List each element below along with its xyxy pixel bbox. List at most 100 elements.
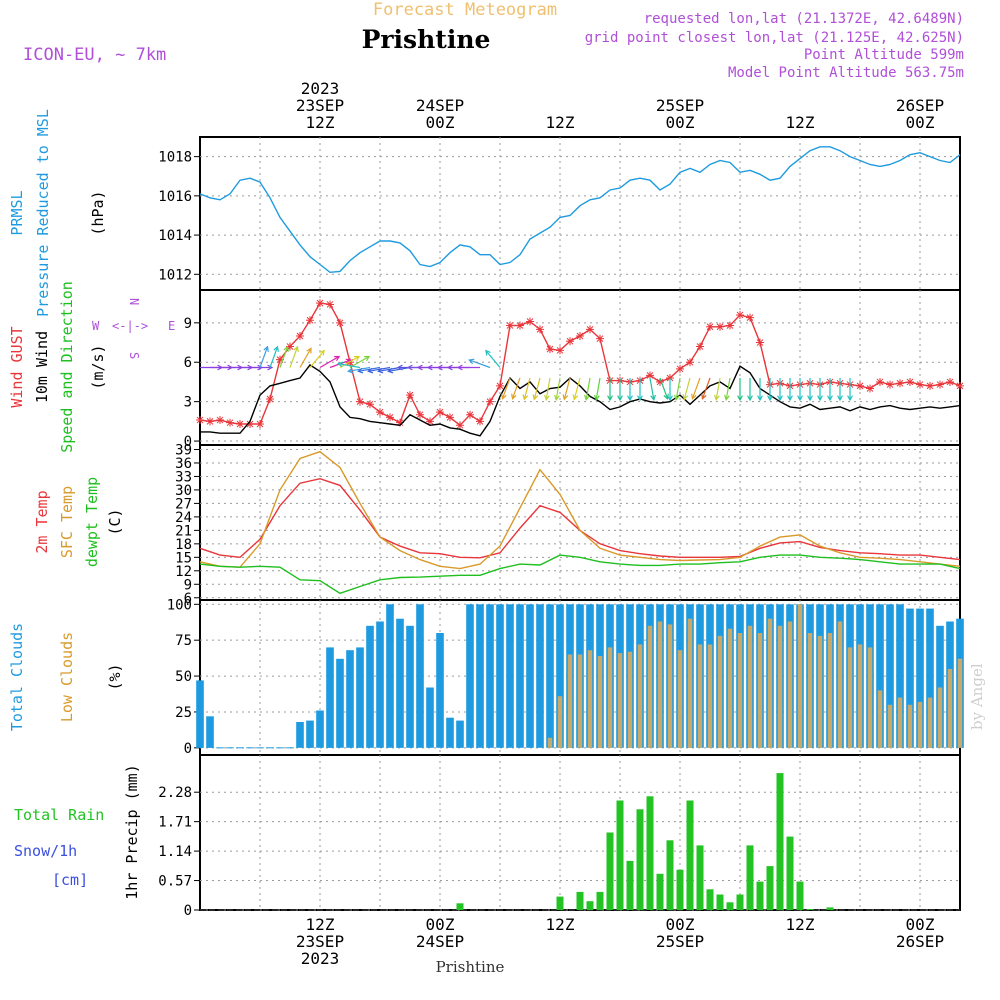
wind-arrow-head [347,367,354,374]
total-clouds-bar [516,604,524,748]
wind-direction-arrow [299,348,312,368]
wind-direction-arrow [358,366,381,372]
series-line-2m-temp [199,477,961,561]
time-label-top: 00Z [906,113,935,132]
ytick-label: 6 [184,355,192,371]
wind-direction-arrow [585,377,591,400]
gust-point-marker [376,408,384,417]
gust-point-marker [446,413,454,422]
rain-bar [796,881,804,910]
total-clouds-bar [356,647,364,748]
low-clouds-bar [857,644,863,748]
total-clouds-bar [306,720,314,748]
wind-direction-arrow [289,346,299,368]
gust-point-marker [736,310,744,319]
panel-label: dewpt Temp [83,477,101,567]
low-clouds-bar [647,625,653,748]
gust-point-marker [756,338,764,347]
wind-arrow-head [367,367,374,374]
gust-point-marker [526,317,534,326]
time-label-bottom: 00Z [426,915,455,934]
gust-point-marker [476,417,484,426]
total-clouds-bar [526,604,534,748]
wind-direction-arrow [675,377,681,400]
time-label-bottom: 12Z [306,915,335,934]
rain-bar [626,860,634,910]
rain-bar [656,873,664,910]
wind-arrow-head [607,395,613,402]
ytick-label: 12 [175,564,192,580]
panel-label: Total Clouds [8,623,26,731]
rain-bar [736,894,744,910]
wind-arrow-head [767,395,773,402]
ytick-label: 1.14 [158,844,192,860]
ytick-label: 9 [184,577,192,593]
panel-frame-temperature [199,444,961,601]
wind-arrow-head [747,395,753,402]
gust-point-marker [486,397,494,406]
ytick-label: 33 [175,469,192,485]
time-label-top: 2023 [301,79,340,98]
gust-point-marker [646,371,654,380]
ytick-label: 25 [175,705,192,721]
panel-label: Speed and Direction [58,281,76,453]
ytick-label: 39 [175,442,192,458]
gust-point-marker [246,419,254,428]
low-clouds-bar [577,654,583,748]
compass-arrow: <-|-> [112,319,148,333]
wind-arrow-head [436,364,443,371]
panel-unit: (m/s) [89,344,107,389]
wind-arrow-head [544,394,550,401]
gust-point-marker [676,364,684,373]
time-label-bottom: 12Z [786,915,815,934]
low-clouds-bar [547,737,553,748]
series-line-wind-gust [199,302,961,427]
wind-arrow-head [650,394,656,401]
wind-arrow-head [357,367,364,374]
low-clouds-bar [767,618,773,748]
total-clouds-bar [346,650,354,748]
ytick-label: 30 [175,483,192,499]
ytick-label: 1016 [158,189,192,205]
watermark: by Angel [968,663,986,730]
wind-arrow-head [263,345,269,352]
precip-legend: Total Rain [14,806,104,824]
gust-point-marker [866,384,874,393]
rain-bar [686,800,694,910]
low-clouds-bar [877,690,883,748]
gust-point-marker [216,416,224,425]
total-clouds-bar [426,687,434,748]
gust-point-marker [236,419,244,428]
low-clouds-bar [707,644,713,748]
total-clouds-bar [296,722,304,748]
low-clouds-bar [897,697,903,748]
compass-s: S [127,352,141,359]
rain-bar [456,903,464,910]
ytick-label: 0 [184,903,192,919]
low-clouds-bar [557,696,563,748]
wind-arrow-head [364,355,371,362]
gust-point-marker [406,391,414,400]
total-clouds-bar [316,710,324,748]
wind-arrow-head [283,345,289,352]
rain-bar [606,832,614,910]
wind-arrow-head [387,367,394,374]
rain-bar [666,840,674,911]
gust-point-marker [226,418,234,427]
rain-bar [806,909,814,910]
wind-direction-arrow [349,355,370,369]
gust-point-marker [276,355,284,364]
gust-point-marker [936,380,944,389]
total-clouds-bar [326,647,334,748]
wind-direction-arrow [368,366,391,372]
low-clouds-bar [657,621,663,748]
wind-arrow-head [306,347,312,354]
time-label-bottom: 26SEP [896,932,944,951]
chart-title: Prishtine [362,25,491,54]
panel-label: PRMSL [8,190,26,235]
series-line-10m-wind [200,363,961,437]
low-clouds-bar [947,668,953,748]
compass-n: N [127,298,141,305]
gust-point-marker [686,358,694,367]
wind-arrow-head [807,395,813,402]
